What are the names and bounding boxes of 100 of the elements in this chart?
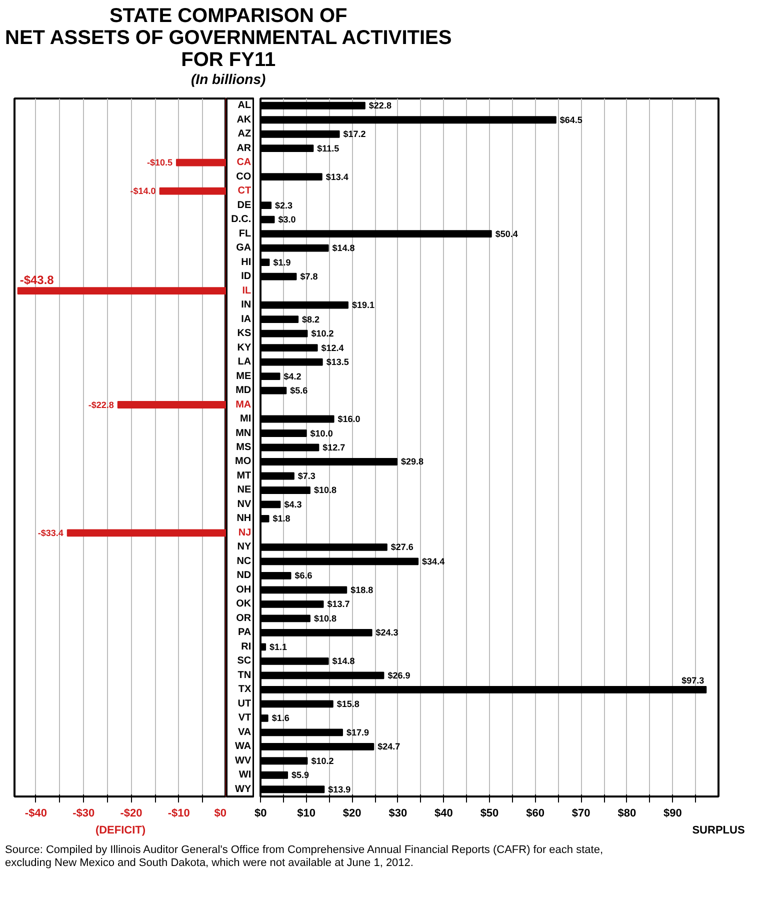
x-tick-label: $20 (342, 808, 362, 820)
x-tick-label: $50 (480, 808, 499, 820)
x-tick-label: -$10 (168, 808, 190, 820)
y-tick-label: MI (240, 414, 252, 425)
y-tick-label: OR (236, 613, 252, 624)
x-tick-label: $0 (254, 808, 267, 820)
data-label: $5.6 (290, 386, 308, 396)
data-label: -$43.8 (20, 272, 54, 287)
y-tick-label: KS (237, 328, 252, 340)
data-label: -$22.8 (88, 400, 114, 410)
data-label: $64.5 (560, 115, 582, 126)
x-tick-label: -$30 (72, 808, 95, 820)
chart-subtitle: (In billions) (190, 71, 267, 87)
data-label: $19.1 (352, 300, 375, 310)
x-tick-label: $60 (526, 808, 544, 820)
y-tick-label: TX (238, 684, 252, 696)
y-tick-label: NE (237, 484, 252, 496)
data-label: $10.2 (311, 756, 334, 766)
data-label: $27.6 (390, 542, 414, 552)
data-label: $4.2 (284, 371, 302, 382)
y-tick-label: CA (236, 157, 252, 168)
y-tick-label: RI (241, 642, 252, 653)
y-tick-label: NH (236, 513, 252, 524)
y-tick-label: AL (238, 100, 252, 112)
data-label: $34.4 (422, 556, 445, 567)
y-tick-label: AZ (238, 128, 252, 140)
data-label: $2.3 (275, 200, 293, 210)
y-tick-label: OK (236, 598, 252, 610)
y-tick-label: IL (242, 285, 252, 296)
x-tick-label: -$40 (24, 808, 47, 820)
y-tick-label: ME (236, 370, 252, 382)
y-tick-label: IN (241, 300, 252, 311)
data-label: $10.0 (310, 428, 333, 438)
data-label: -$33.4 (38, 528, 64, 538)
y-tick-label: ID (241, 271, 252, 282)
data-label: $26.9 (388, 670, 410, 681)
data-label: $11.5 (317, 144, 340, 154)
data-label: $50.4 (495, 228, 518, 239)
x-tick-label: $70 (572, 808, 590, 820)
data-label: $13.9 (328, 784, 351, 795)
data-label: $14.8 (332, 243, 355, 254)
data-label: $15.8 (336, 699, 360, 710)
y-tick-label: CT (238, 186, 252, 197)
y-tick-label: WY (235, 784, 252, 796)
data-label: $13.5 (326, 357, 349, 368)
y-tick-label: MS (236, 442, 252, 454)
y-tick-label: AR (236, 143, 252, 154)
y-tick-label: HI (241, 256, 252, 268)
data-label: $7.8 (300, 272, 318, 282)
data-label: $1.1 (270, 642, 288, 652)
y-tick-label: SC (237, 656, 252, 667)
data-label: $7.3 (298, 471, 316, 482)
data-label: $12.4 (321, 342, 344, 353)
data-label: -$14.0 (130, 186, 156, 196)
data-label: $13.7 (327, 599, 350, 610)
y-tick-label: NJ (238, 528, 252, 539)
data-label: $12.7 (322, 442, 346, 453)
y-tick-label: LA (238, 356, 252, 368)
y-tick-label: MO (235, 456, 252, 468)
y-tick-label: MN (236, 428, 252, 439)
data-label: $8.2 (302, 314, 320, 324)
y-tick-label: WV (235, 756, 252, 767)
data-label: $24.7 (378, 742, 400, 752)
x-tick-label: $0 (214, 808, 227, 820)
x-axis-title: SURPLUS (692, 824, 745, 837)
data-label: $1.8 (272, 514, 290, 524)
y-tick-label: MA (236, 399, 252, 410)
data-label: $18.8 (350, 585, 374, 596)
data-label: $5.9 (292, 770, 310, 780)
y-tick-label: GA (236, 242, 252, 254)
data-label: $22.8 (368, 100, 392, 111)
y-tick-label: MD (236, 385, 252, 396)
data-label: $6.6 (294, 570, 312, 581)
x-axis-title: (DEFICIT) (95, 824, 146, 837)
x-tick-label: $90 (664, 808, 682, 820)
data-label: $97.3 (682, 676, 704, 686)
data-label: $1.9 (273, 257, 291, 268)
data-label: $10.8 (314, 614, 336, 624)
data-label: $4.3 (284, 500, 302, 510)
source-note: Source: Compiled by Illinois Auditor General's Office from Comprehensive Annual Financial Reports (CAFR) for each state, excluding New Mexico and South Dakota, which were not available at June 1, 2012. (5, 844, 603, 870)
data-label: $3.0 (278, 214, 296, 225)
x-tick-label: $80 (618, 808, 636, 820)
data-label: $10.8 (314, 485, 336, 496)
y-tick-label: OH (236, 584, 252, 596)
y-tick-label: NV (237, 499, 252, 510)
y-tick-label: CO (236, 171, 252, 182)
x-tick-label: $10 (297, 808, 316, 820)
data-label: $24.3 (376, 628, 398, 638)
y-tick-label: PA (238, 627, 252, 638)
data-label: $1.6 (272, 713, 290, 724)
x-tick-label: -$20 (120, 808, 142, 820)
y-tick-label: NC (236, 556, 252, 568)
y-tick-label: FL (238, 228, 252, 240)
data-label: $29.8 (400, 456, 424, 467)
data-label: -$10.5 (146, 158, 172, 168)
y-tick-label: VT (238, 712, 252, 724)
y-tick-label: UT (238, 698, 252, 710)
y-tick-label: DE (237, 200, 252, 211)
y-tick-label: WA (235, 741, 252, 752)
y-tick-label: NY (237, 542, 252, 553)
